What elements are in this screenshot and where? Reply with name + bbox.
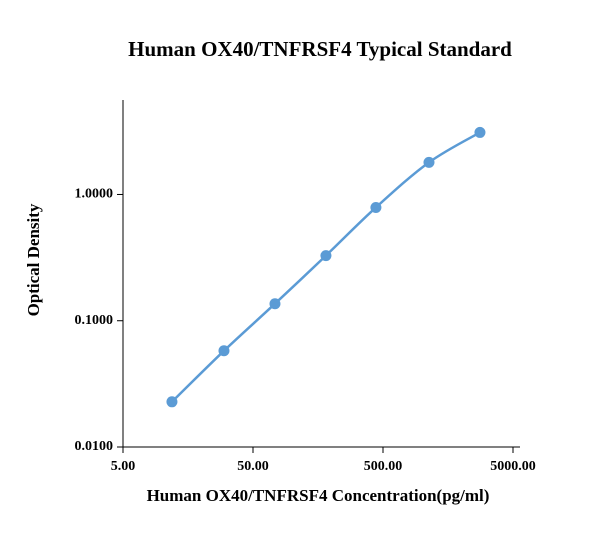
data-point xyxy=(423,156,435,168)
x-tick-label: 50.00 xyxy=(237,459,269,474)
y-tick-label: 1.0000 xyxy=(75,187,114,202)
data-point xyxy=(269,298,281,310)
data-point xyxy=(218,345,230,357)
x-tick-label: 5000.00 xyxy=(490,459,536,474)
data-point xyxy=(166,396,178,408)
y-tick-label: 0.1000 xyxy=(75,313,114,328)
x-axis-label: Human OX40/TNFRSF4 Concentration(pg/ml) xyxy=(147,486,490,505)
y-tick-label: 0.0100 xyxy=(75,439,114,454)
chart-title: Human OX40/TNFRSF4 Typical Standard xyxy=(128,37,512,61)
data-point xyxy=(370,201,382,213)
x-tick-label: 5.00 xyxy=(111,459,136,474)
y-axis-label: Optical Density xyxy=(24,203,43,316)
x-tick-label: 500.00 xyxy=(364,459,403,474)
data-point xyxy=(320,250,332,262)
data-point xyxy=(474,126,486,138)
series-line xyxy=(171,131,481,403)
